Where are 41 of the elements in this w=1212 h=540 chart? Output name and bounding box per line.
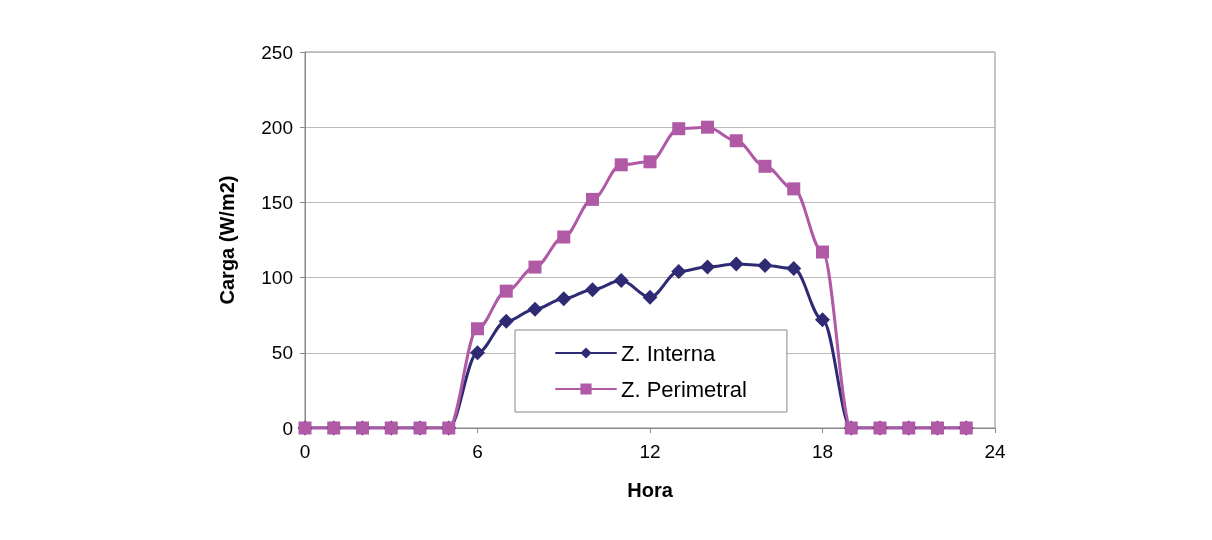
point	[613, 273, 629, 289]
y-tick-label: 200	[261, 116, 293, 138]
point	[642, 289, 658, 305]
point	[556, 291, 572, 307]
point	[528, 260, 542, 274]
point	[586, 192, 599, 206]
point	[757, 258, 773, 274]
point	[787, 182, 801, 196]
y-tick-label: 100	[261, 267, 293, 289]
point	[815, 312, 830, 328]
point	[700, 259, 715, 275]
point	[498, 313, 514, 329]
point	[471, 322, 484, 336]
point	[557, 230, 571, 244]
y-tick-label: 150	[261, 191, 293, 213]
x-axis-title: Hora	[627, 479, 674, 501]
point	[671, 264, 687, 280]
x-tick-label: 24	[984, 441, 1006, 462]
legend-label: Z. Interna	[621, 340, 716, 366]
y-tick-label: 250	[261, 41, 293, 63]
point	[527, 301, 543, 317]
point	[585, 282, 600, 298]
x-tick-label: 6	[472, 441, 483, 462]
point	[470, 345, 485, 361]
legend-label: Z. Perimetral	[621, 376, 747, 402]
point	[729, 134, 743, 148]
point	[786, 261, 802, 277]
y-tick-label: 50	[271, 342, 293, 364]
x-tick-label: 0	[299, 441, 311, 462]
x-tick-label: 18	[811, 441, 834, 462]
point	[672, 122, 686, 136]
point	[816, 245, 829, 259]
point	[643, 155, 657, 169]
x-tick-label: 12	[639, 441, 661, 462]
point	[758, 159, 772, 173]
point	[499, 284, 513, 298]
y-axis-title: Carga (W/m2)	[216, 175, 238, 305]
point	[614, 158, 628, 172]
point	[728, 256, 744, 272]
point	[701, 120, 714, 134]
y-tick-label: 0	[282, 417, 293, 439]
